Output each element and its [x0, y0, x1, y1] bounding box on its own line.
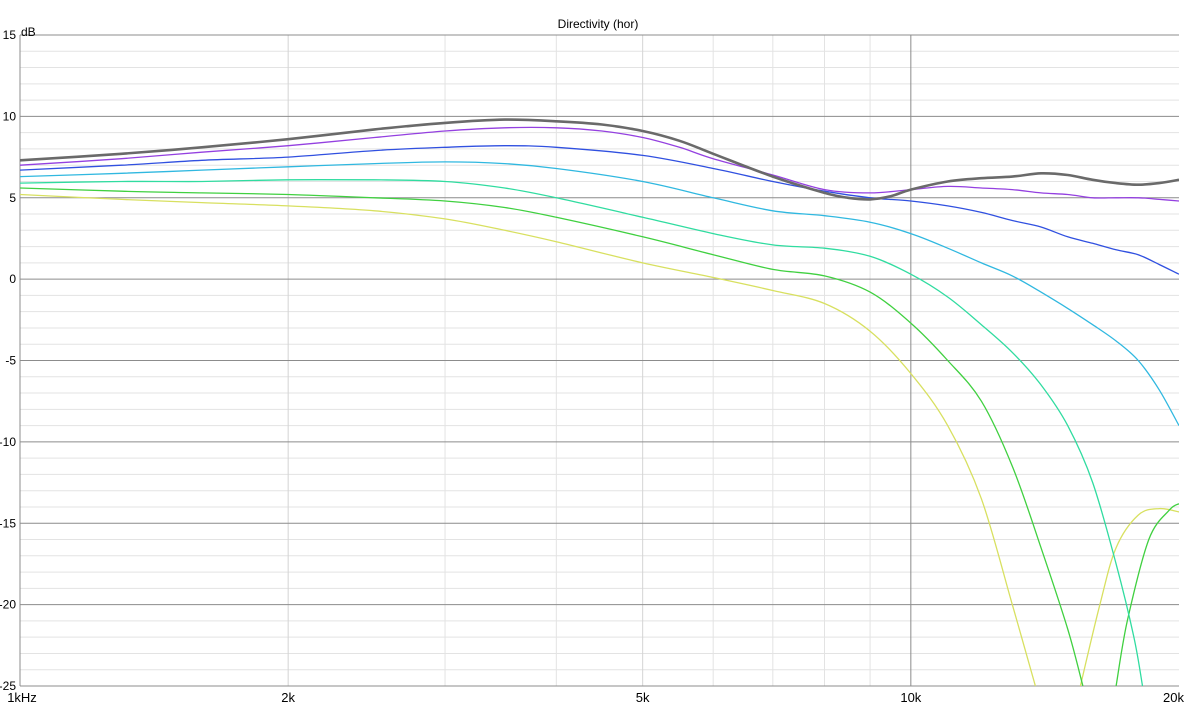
series-line-0 [20, 193, 1037, 686]
y-tick-label: -10 [0, 435, 16, 449]
y-tick-label: -25 [0, 679, 16, 693]
series-line-6 [20, 145, 1179, 275]
series-line-3 [1115, 503, 1179, 686]
x-tick-label: 2k [281, 690, 295, 705]
series-line-7 [20, 126, 1179, 202]
series-line-4 [20, 179, 1144, 686]
x-tick-label: 1kHz [7, 690, 37, 705]
y-tick-label: 5 [9, 191, 16, 205]
x-tick-label: 5k [636, 690, 650, 705]
y-tick-label: -5 [5, 354, 16, 368]
y-axis-label: dB [21, 25, 36, 39]
grid-major [19, 34, 1179, 687]
y-tick-label: -15 [0, 516, 16, 530]
chart-title: Directivity (hor) [558, 17, 639, 31]
y-tick-label: 10 [3, 109, 17, 123]
series-line-8 [20, 118, 1179, 201]
x-tick-label: 20k [1163, 690, 1184, 705]
y-tick-label: 15 [3, 28, 17, 42]
y-tick-label: -20 [0, 598, 16, 612]
series-line-1 [1079, 507, 1179, 686]
series-line-2 [20, 187, 1084, 686]
x-tick-label: 10k [900, 690, 921, 705]
series-line-5 [20, 161, 1179, 426]
y-tick-label: 0 [9, 272, 16, 286]
series-layer [20, 118, 1179, 686]
